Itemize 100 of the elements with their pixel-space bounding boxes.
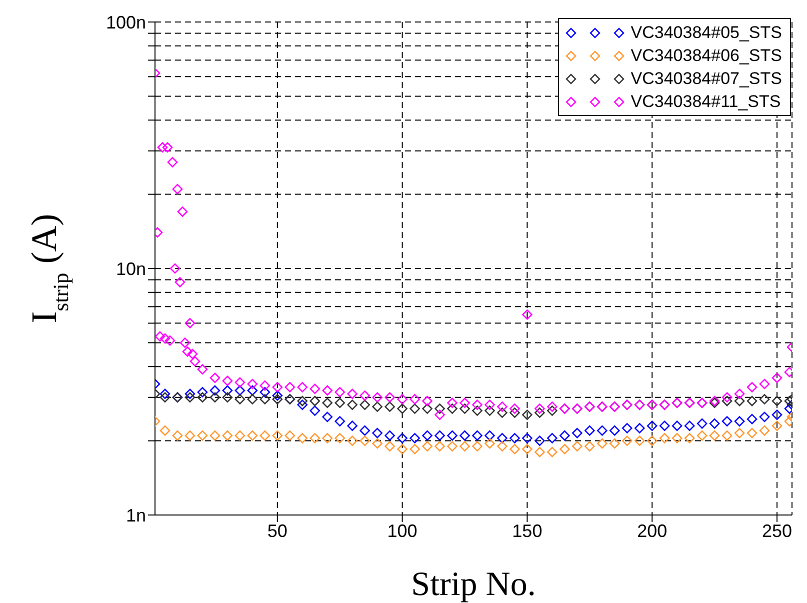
point [547, 433, 558, 444]
point [297, 400, 308, 410]
point [597, 438, 608, 449]
point [347, 436, 358, 446]
point [659, 433, 670, 444]
point [210, 430, 220, 441]
point [659, 420, 670, 431]
point [422, 441, 432, 452]
point [522, 410, 532, 420]
point [234, 385, 246, 396]
legend-label: VC340384#07_STS [630, 68, 782, 88]
point [172, 430, 183, 441]
point [497, 433, 508, 444]
point [522, 444, 532, 454]
point [410, 444, 420, 454]
point [322, 398, 333, 408]
point [284, 430, 296, 441]
point [360, 400, 370, 410]
point [572, 441, 582, 452]
point [310, 433, 320, 444]
point [634, 436, 645, 446]
point [310, 396, 320, 406]
point [347, 420, 358, 431]
point [634, 423, 645, 434]
point [422, 430, 432, 441]
point [734, 428, 745, 438]
point [447, 441, 458, 452]
point [534, 446, 545, 458]
x-tick-label: 50 [267, 520, 288, 541]
point [197, 392, 208, 403]
x-axis-title: Strip No. [411, 566, 536, 603]
point [384, 402, 395, 412]
y-tick-label: 10n [116, 258, 146, 279]
point [709, 418, 720, 429]
point [222, 385, 233, 396]
point [297, 433, 308, 444]
point [646, 420, 658, 431]
point [622, 423, 632, 434]
point [272, 394, 283, 404]
point [547, 446, 558, 458]
point [472, 430, 482, 441]
point [184, 392, 196, 403]
point [397, 404, 408, 414]
point [447, 430, 458, 441]
point [584, 425, 595, 436]
point [210, 392, 220, 403]
point [310, 406, 320, 416]
point [734, 416, 745, 426]
point [234, 430, 246, 441]
point [272, 430, 283, 441]
point [184, 430, 196, 441]
point [497, 408, 508, 418]
point [360, 436, 370, 446]
point [472, 441, 482, 452]
point [672, 433, 682, 444]
point [260, 430, 270, 441]
point [422, 404, 432, 414]
x-tick-label: 100 [387, 520, 418, 541]
point [460, 441, 470, 452]
point [434, 430, 445, 441]
point [484, 406, 495, 416]
point [447, 404, 458, 414]
y-tick-label: 100n [106, 12, 146, 32]
point [410, 433, 420, 444]
point [510, 433, 520, 444]
point [746, 396, 758, 406]
point [397, 433, 408, 444]
point [247, 385, 258, 396]
point [472, 406, 482, 416]
point [197, 387, 208, 398]
point [510, 408, 520, 418]
point [184, 388, 196, 400]
point [772, 420, 782, 431]
point [609, 425, 620, 436]
point [297, 396, 308, 406]
point [384, 430, 395, 441]
legend-label: VC340384#05_STS [630, 22, 782, 42]
point [709, 430, 720, 441]
point [197, 430, 208, 441]
point [222, 430, 233, 441]
point [696, 418, 708, 429]
point [247, 430, 258, 441]
point [210, 385, 220, 396]
point [334, 398, 346, 408]
point [372, 428, 382, 438]
point [622, 436, 632, 446]
point [510, 444, 520, 454]
point [746, 428, 758, 438]
point [534, 436, 545, 446]
point [360, 425, 370, 436]
point [397, 444, 408, 454]
point [410, 404, 420, 414]
point [347, 400, 358, 410]
point [322, 433, 333, 444]
point [484, 430, 495, 441]
point [260, 387, 270, 398]
point [572, 428, 582, 438]
point [672, 420, 682, 431]
point [746, 414, 758, 424]
point [772, 410, 782, 420]
